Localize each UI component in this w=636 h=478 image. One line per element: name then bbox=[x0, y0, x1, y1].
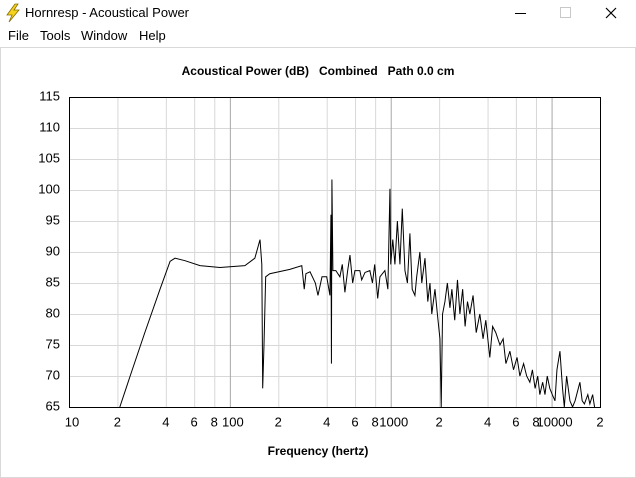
title-bar: Hornresp - Acoustical Power bbox=[0, 0, 636, 26]
x-tick-label: 10 bbox=[65, 414, 79, 429]
close-button[interactable] bbox=[605, 7, 617, 19]
menu-item[interactable]: Window bbox=[81, 28, 128, 43]
x-tick-label: 6 bbox=[191, 414, 198, 429]
x-tick-label: 8 bbox=[372, 414, 379, 429]
window-title: Hornresp - Acoustical Power bbox=[25, 5, 190, 20]
x-tick-label: 4 bbox=[162, 414, 169, 429]
y-tick-label: 100 bbox=[38, 181, 60, 196]
x-axis-label: Frequency (hertz) bbox=[268, 444, 369, 458]
menu-item[interactable]: Tools bbox=[40, 28, 71, 43]
chart-title: Acoustical Power (dB) Combined Path 0.0 … bbox=[182, 64, 455, 78]
menu-item[interactable]: Help bbox=[139, 28, 166, 43]
x-tick-label: 6 bbox=[351, 414, 358, 429]
y-tick-label: 80 bbox=[46, 305, 60, 320]
app-icon bbox=[6, 3, 20, 23]
window-controls bbox=[515, 7, 617, 19]
x-tick-label: 1000 bbox=[379, 414, 408, 429]
plot-border bbox=[69, 97, 601, 408]
x-tick-label: 10000 bbox=[536, 414, 572, 429]
x-tick-label: 4 bbox=[484, 414, 491, 429]
x-tick-label: 6 bbox=[512, 414, 519, 429]
x-tick-label: 8 bbox=[532, 414, 539, 429]
y-tick-label: 105 bbox=[38, 150, 60, 165]
x-tick-label: 8 bbox=[211, 414, 218, 429]
y-tick-label: 90 bbox=[46, 243, 60, 258]
plot bbox=[119, 179, 596, 409]
y-tick-label: 65 bbox=[46, 398, 60, 413]
y-tick-label: 85 bbox=[46, 274, 60, 289]
menu-bar: File Tools Window Help bbox=[0, 26, 636, 46]
x-tick-label: 2 bbox=[275, 414, 282, 429]
data-line bbox=[119, 179, 596, 409]
maximize-button[interactable] bbox=[560, 7, 571, 18]
x-tick-label: 2 bbox=[596, 414, 603, 429]
x-tick-label: 4 bbox=[323, 414, 330, 429]
y-tick-label: 70 bbox=[46, 367, 60, 382]
y-tick-label: 110 bbox=[39, 119, 60, 134]
y-tick-label: 115 bbox=[39, 88, 60, 103]
x-tick-label: 100 bbox=[222, 414, 244, 429]
y-tick-label: 95 bbox=[46, 212, 60, 227]
x-tick-label: 2 bbox=[436, 414, 443, 429]
x-tick-label: 2 bbox=[114, 414, 121, 429]
menu-item[interactable]: File bbox=[8, 28, 29, 43]
y-tick-label: 75 bbox=[46, 336, 60, 351]
